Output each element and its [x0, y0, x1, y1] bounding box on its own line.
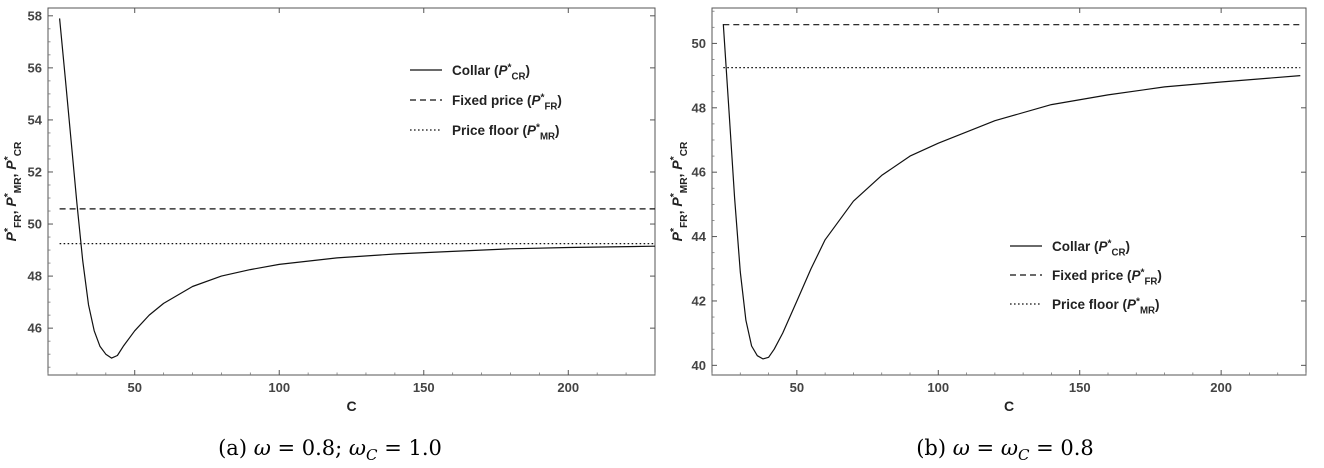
- legend-entry-collar: Collar (P*CR​): [452, 62, 530, 82]
- panel-caption: (b) ω = ωC​ = 0.8: [916, 436, 1094, 464]
- x-axis-label: C: [346, 398, 356, 414]
- y-tick-label: 46: [28, 321, 42, 336]
- y-tick-label: 48: [692, 100, 706, 115]
- x-tick-label: 100: [268, 380, 290, 395]
- chart-panel-a: 50 100 150 200 46 48 50 52 54 56 58 Collar (P*CR​) F…: [2, 7, 656, 464]
- legend-entry-fixed-price: Fixed price (P*FR​): [452, 92, 562, 112]
- x-tick-label: 200: [1210, 380, 1232, 395]
- chart-panel-b: 50 100 150 200 40 42 44 46 48 50 Collar (P*CR​) Fix…: [668, 7, 1307, 464]
- x-tick-label: 50: [127, 380, 141, 395]
- y-tick-label: 54: [28, 112, 43, 127]
- x-tick-label: 50: [790, 380, 804, 395]
- series-line-collar: [722, 24, 1301, 360]
- y-axis-label: P*FR​, P*MR​, P*CR​: [668, 141, 690, 241]
- legend-entry-collar: Collar (P*CR​): [1052, 238, 1130, 258]
- y-tick-label: 42: [692, 293, 706, 308]
- y-tick-label: 50: [692, 36, 706, 51]
- y-tick-label: 40: [692, 358, 706, 373]
- legend-entry-price-floor: Price floor (P*MR​): [452, 122, 560, 142]
- legend-entry-fixed-price: Fixed price (P*FR​): [1052, 267, 1162, 287]
- y-tick-label: 48: [28, 269, 42, 284]
- x-axis-label: C: [1004, 398, 1014, 414]
- y-tick-label: 44: [692, 229, 707, 244]
- plot-frame: [47, 7, 656, 376]
- y-axis-label: P*FR​, P*MR​, P*CR​: [2, 141, 24, 241]
- y-tick-label: 50: [28, 217, 42, 232]
- plot-frame: [711, 7, 1307, 376]
- x-tick-label: 150: [1069, 380, 1091, 395]
- x-tick-label: 100: [927, 380, 949, 395]
- y-tick-label: 58: [28, 8, 42, 23]
- panel-caption: (a) ω = 0.8; ωC​ = 1.0: [218, 436, 442, 464]
- legend-entry-price-floor: Price floor (P*MR​): [1052, 296, 1160, 316]
- y-tick-label: 52: [28, 164, 42, 179]
- y-tick-label: 56: [28, 60, 42, 75]
- y-tick-label: 46: [692, 165, 706, 180]
- x-tick-label: 150: [413, 380, 435, 395]
- series-line-collar: [59, 18, 655, 359]
- x-tick-label: 200: [557, 380, 579, 395]
